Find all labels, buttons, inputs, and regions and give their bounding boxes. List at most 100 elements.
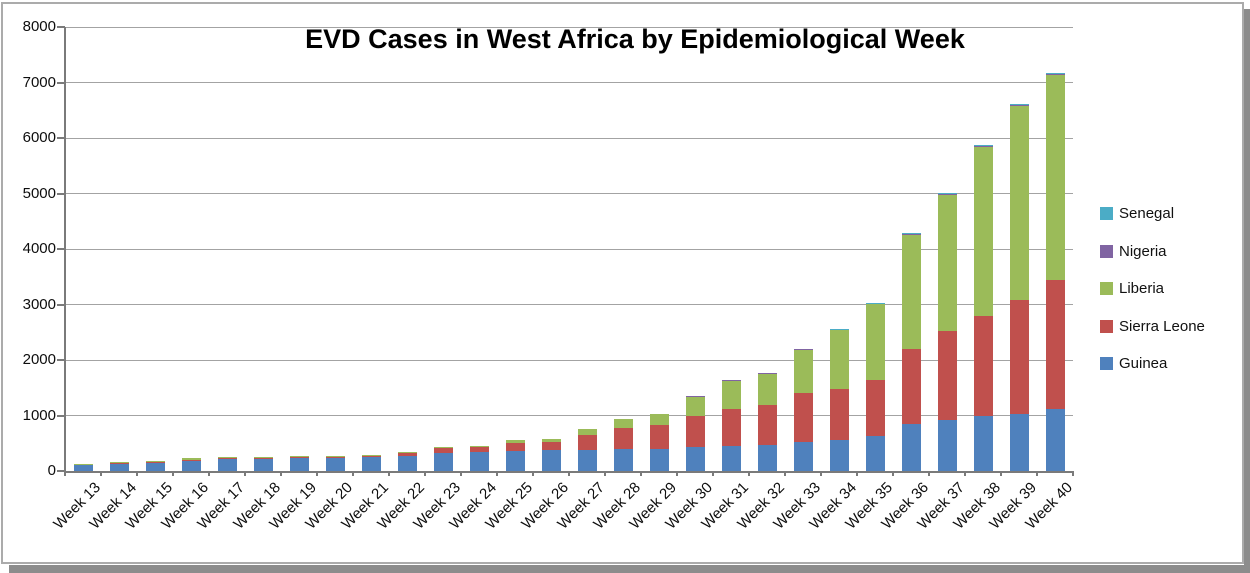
x-axis-tick — [604, 471, 606, 476]
y-axis-tick — [57, 359, 65, 361]
bar-segment-guinea — [757, 445, 777, 471]
x-axis-tick — [712, 471, 714, 476]
y-tick-label: 7000 — [22, 73, 56, 91]
bar-segment-guinea — [397, 456, 417, 471]
bar-segment-sierra-leone — [469, 447, 489, 452]
bar-segment-guinea — [541, 450, 561, 471]
y-tick-label: 4000 — [22, 240, 56, 257]
x-axis-tick — [280, 471, 282, 476]
bar-segment-guinea — [613, 449, 633, 471]
bar-segment-liberia — [217, 456, 237, 459]
bar-segment-liberia — [109, 462, 129, 463]
x-axis-tick — [64, 471, 66, 476]
bar-segment-sierra-leone — [505, 442, 525, 452]
frame-shadow-bottom — [9, 565, 1245, 573]
bar-segment-sierra-leone — [577, 434, 597, 450]
bar-segment-liberia — [649, 414, 669, 425]
bar-segment-nigeria — [793, 348, 813, 350]
bar-segment-sierra-leone — [973, 315, 993, 417]
bar-segment-guinea — [865, 436, 885, 471]
bar-segment-liberia — [829, 330, 849, 389]
bar-segment-nigeria — [685, 396, 705, 398]
bar-segment-guinea — [145, 462, 165, 471]
bar-segment-senegal — [937, 193, 957, 195]
y-tick-label: 3000 — [22, 295, 56, 313]
gridline — [65, 193, 1073, 194]
x-axis-tick — [532, 471, 534, 476]
bar-segment-guinea — [505, 451, 525, 471]
bar-segment-sierra-leone — [109, 462, 129, 464]
bar-segment-liberia — [865, 304, 885, 380]
bar-segment-guinea — [469, 451, 489, 471]
bar-segment-liberia — [253, 456, 273, 458]
frame-shadow-right — [1244, 9, 1250, 573]
bar-segment-sierra-leone — [253, 457, 273, 459]
y-axis-tick — [57, 470, 65, 472]
legend-label: Sierra Leone — [1119, 317, 1205, 335]
bar-segment-guinea — [577, 449, 597, 471]
bar-segment-sierra-leone — [361, 456, 381, 458]
bar-segment-sierra-leone — [865, 379, 885, 437]
x-axis — [64, 471, 1073, 473]
x-axis-tick — [460, 471, 462, 476]
y-tick-label: 2000 — [22, 351, 56, 368]
bar-segment-liberia — [361, 455, 381, 457]
y-tick-label: 6000 — [22, 129, 56, 146]
bar-segment-sierra-leone — [829, 388, 849, 441]
bar-segment-guinea — [937, 420, 957, 471]
bar-segment-senegal — [1045, 73, 1065, 74]
x-axis-tick — [964, 471, 966, 476]
legend-item-sierra-leone: Sierra Leone — [1100, 318, 1205, 335]
bar-segment-liberia — [289, 456, 309, 458]
bar-segment-sierra-leone — [145, 462, 165, 464]
x-axis-tick — [496, 471, 498, 476]
bar-segment-senegal — [973, 144, 993, 146]
y-axis-tick — [57, 192, 65, 195]
bar-segment-guinea — [109, 463, 129, 471]
legend-item-senegal: Senegal — [1100, 205, 1174, 222]
bar-segment-guinea — [793, 442, 813, 471]
y-axis — [64, 27, 66, 471]
bar-segment-guinea — [433, 452, 453, 471]
bar-segment-sierra-leone — [937, 330, 957, 421]
bar-segment-guinea — [829, 440, 849, 471]
bar-segment-liberia — [541, 438, 561, 442]
x-axis-tick — [640, 471, 642, 476]
bar-segment-guinea — [685, 447, 705, 471]
y-axis-tick — [57, 81, 65, 84]
bar-segment-guinea — [721, 446, 741, 471]
legend-item-liberia: Liberia — [1100, 280, 1164, 297]
bar-segment-nigeria — [973, 145, 993, 147]
y-tick-label: 0 — [47, 462, 56, 479]
legend-swatch-icon — [1100, 207, 1113, 220]
bar-segment-guinea — [325, 457, 345, 471]
bar-segment-guinea — [289, 457, 309, 471]
bar-segment-liberia — [433, 446, 453, 449]
x-axis-tick — [928, 471, 930, 476]
bar-segment-liberia — [721, 381, 741, 409]
legend-label: Senegal — [1119, 205, 1175, 222]
bar-segment-sierra-leone — [217, 458, 237, 460]
bar-segment-guinea — [181, 460, 201, 471]
bar-segment-sierra-leone — [397, 452, 417, 457]
gridline — [65, 82, 1073, 83]
bar-segment-sierra-leone — [1009, 300, 1029, 414]
bar-segment-liberia — [1009, 106, 1029, 301]
bar-segment-nigeria — [721, 380, 741, 382]
bar-segment-nigeria — [1009, 105, 1029, 107]
bar-segment-nigeria — [901, 233, 921, 235]
bar-segment-sierra-leone — [793, 393, 813, 443]
bar-segment-liberia — [793, 350, 813, 394]
bar-segment-senegal — [901, 232, 921, 234]
y-axis-tick — [57, 248, 65, 250]
x-axis-tick — [100, 471, 102, 476]
y-tick-label: 1000 — [22, 406, 56, 424]
gridline — [65, 359, 1073, 361]
bar-segment-liberia — [73, 464, 93, 466]
legend-item-nigeria: Nigeria — [1100, 243, 1167, 260]
bar-segment-nigeria — [757, 373, 777, 375]
bar-segment-nigeria — [865, 303, 885, 305]
bar-segment-guinea — [361, 456, 381, 471]
bar-segment-sierra-leone — [613, 427, 633, 450]
legend-swatch-icon — [1100, 357, 1113, 370]
